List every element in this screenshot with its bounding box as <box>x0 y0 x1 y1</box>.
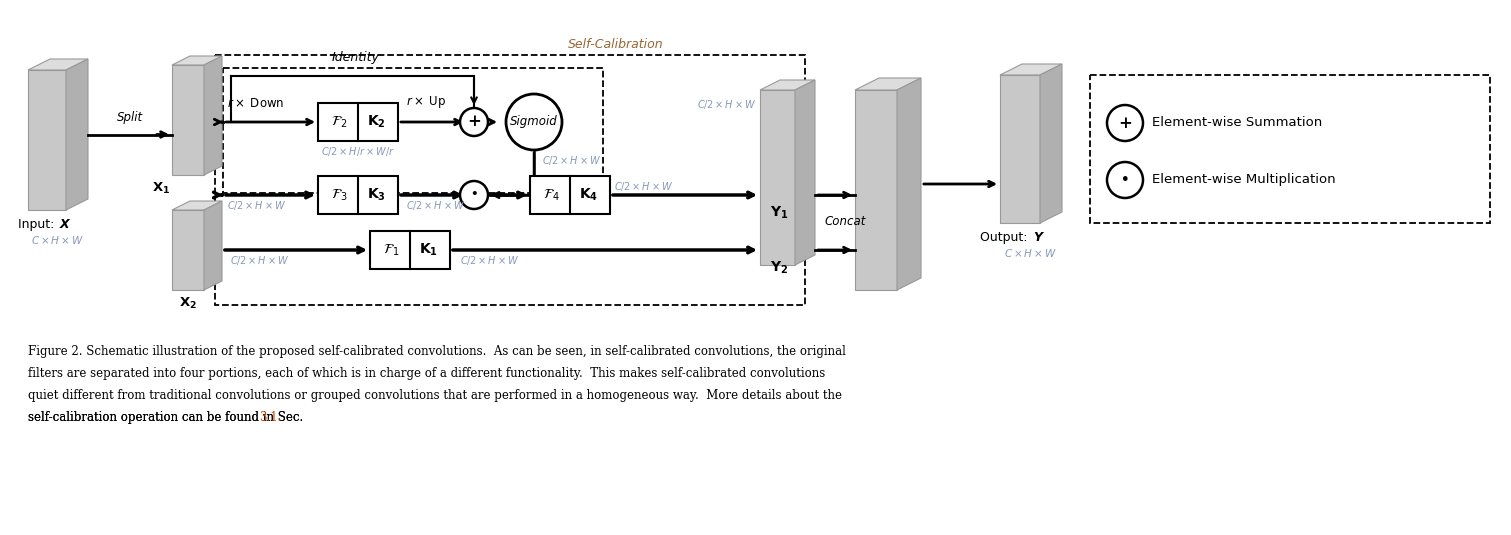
Text: $C/2 \times H \times W$: $C/2 \times H \times W$ <box>459 254 520 267</box>
Text: $\mathbf{Y_1}$: $\mathbf{Y_1}$ <box>771 205 789 221</box>
FancyBboxPatch shape <box>317 176 397 214</box>
Text: $C \times H \times W$: $C \times H \times W$ <box>32 234 85 246</box>
Polygon shape <box>29 70 66 210</box>
Text: X: X <box>60 218 70 231</box>
Text: $C/2 \times H/r \times W/r$: $C/2 \times H/r \times W/r$ <box>320 145 394 158</box>
Polygon shape <box>172 201 222 210</box>
FancyBboxPatch shape <box>530 176 610 214</box>
Text: self-calibration operation can be found in Sec.: self-calibration operation can be found … <box>29 411 307 424</box>
Polygon shape <box>795 80 814 265</box>
Polygon shape <box>1040 64 1062 223</box>
Polygon shape <box>204 56 222 175</box>
Polygon shape <box>172 210 204 290</box>
Text: $\mathbf{K_2}$: $\mathbf{K_2}$ <box>367 114 385 130</box>
Text: $\mathcal{F}_2$: $\mathcal{F}_2$ <box>331 114 348 129</box>
Circle shape <box>459 108 488 136</box>
Polygon shape <box>855 78 922 90</box>
Text: $C/2 \times H \times W$: $C/2 \times H \times W$ <box>542 154 601 167</box>
Text: $C/2 \times H \times W$: $C/2 \times H \times W$ <box>697 98 756 111</box>
Circle shape <box>1108 162 1142 198</box>
Text: quiet different from traditional convolutions or grouped convolutions that are p: quiet different from traditional convolu… <box>29 389 842 402</box>
Text: Element-wise Summation: Element-wise Summation <box>1151 117 1322 129</box>
Text: Concat: Concat <box>825 215 866 228</box>
Text: ·: · <box>470 184 477 206</box>
Text: $C/2 \times H \times W$: $C/2 \times H \times W$ <box>227 199 286 212</box>
Polygon shape <box>760 90 795 265</box>
Text: $\mathbf{K_3}$: $\mathbf{K_3}$ <box>367 187 385 203</box>
Polygon shape <box>204 201 222 290</box>
Text: $C/2 \times H \times W$: $C/2 \times H \times W$ <box>230 254 289 267</box>
Circle shape <box>1108 105 1142 141</box>
Polygon shape <box>172 65 204 175</box>
Text: $\mathbf{X_2}$: $\mathbf{X_2}$ <box>178 296 196 311</box>
Text: filters are separated into four portions, each of which is in charge of a differ: filters are separated into four portions… <box>29 367 825 380</box>
Text: Split: Split <box>116 111 144 125</box>
Polygon shape <box>898 78 922 290</box>
Polygon shape <box>1000 64 1062 75</box>
Polygon shape <box>172 56 222 65</box>
Text: Self-Calibration: Self-Calibration <box>568 38 663 51</box>
Text: $r\times$ Down: $r\times$ Down <box>227 97 284 110</box>
Text: +: + <box>467 113 480 131</box>
Text: $\mathcal{F}_3$: $\mathcal{F}_3$ <box>331 187 348 203</box>
Text: $\mathbf{K_4}$: $\mathbf{K_4}$ <box>579 187 598 203</box>
FancyBboxPatch shape <box>370 231 450 269</box>
Text: $C/2 \times H \times W$: $C/2 \times H \times W$ <box>613 180 672 193</box>
Text: $r\times$ Up: $r\times$ Up <box>406 94 446 110</box>
Text: Identity: Identity <box>332 51 379 64</box>
Text: ·: · <box>1121 168 1129 192</box>
Polygon shape <box>1000 75 1040 223</box>
Text: $C/2 \times H \times W$: $C/2 \times H \times W$ <box>406 199 465 212</box>
Text: $\mathbf{X_1}$: $\mathbf{X_1}$ <box>151 181 171 196</box>
Text: $\mathbf{Y_2}$: $\mathbf{Y_2}$ <box>771 260 789 277</box>
Circle shape <box>459 181 488 209</box>
Text: Output:: Output: <box>979 231 1031 244</box>
Polygon shape <box>29 59 88 70</box>
Text: Y: Y <box>1034 231 1043 244</box>
Text: Sigmoid: Sigmoid <box>511 116 558 128</box>
Text: +: + <box>1118 114 1132 132</box>
Text: $\mathcal{F}_4$: $\mathcal{F}_4$ <box>544 187 561 203</box>
Text: Figure 2. Schematic illustration of the proposed self-calibrated convolutions.  : Figure 2. Schematic illustration of the … <box>29 345 846 358</box>
Circle shape <box>506 94 562 150</box>
Polygon shape <box>855 90 898 290</box>
Text: Element-wise Multiplication: Element-wise Multiplication <box>1151 173 1336 187</box>
Polygon shape <box>760 80 814 90</box>
Text: $\mathcal{F}_1$: $\mathcal{F}_1$ <box>384 242 400 258</box>
Text: Input:: Input: <box>18 218 57 231</box>
FancyBboxPatch shape <box>317 103 397 141</box>
Text: self-calibration operation can be found in Sec.: self-calibration operation can be found … <box>29 411 307 424</box>
Polygon shape <box>66 59 88 210</box>
Text: $C \times H \times W$: $C \times H \times W$ <box>1005 247 1058 259</box>
Text: $\mathbf{K_1}$: $\mathbf{K_1}$ <box>419 242 438 258</box>
Text: 3.1.: 3.1. <box>260 411 281 424</box>
